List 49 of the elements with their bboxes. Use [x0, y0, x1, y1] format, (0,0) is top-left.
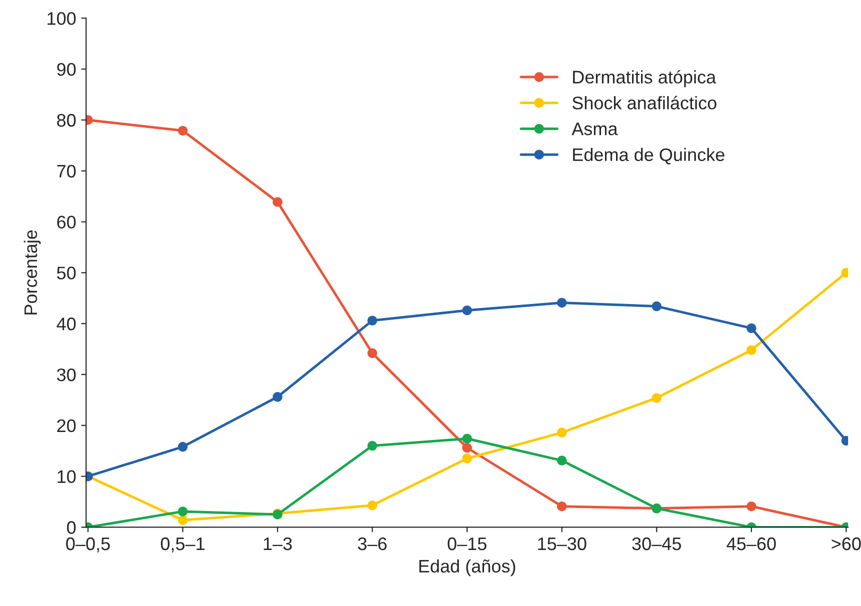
point: [178, 442, 188, 452]
point: [178, 506, 188, 516]
point: [367, 348, 378, 358]
x-tick-label: 15–30: [538, 537, 586, 550]
legend-label: Asma: [572, 122, 618, 136]
point: [557, 298, 567, 308]
y-tick-label: 20: [57, 419, 76, 432]
y-tick-label: 40: [56, 318, 76, 330]
y-tick-label: 60: [57, 216, 76, 229]
x-tick-label: 30–45: [632, 537, 681, 550]
point: [367, 500, 378, 510]
x-tick-label: 0,5–1: [160, 537, 204, 552]
point: [272, 392, 282, 402]
legend-label: Edema de Quincke: [573, 148, 724, 164]
y-tick-label: 30: [56, 368, 76, 382]
point: [178, 126, 188, 136]
legend-label: Dermatitis atópica: [573, 70, 716, 88]
point: [557, 428, 567, 438]
legend-label: Shock anafiláctico: [572, 96, 716, 110]
y-tick-label: 50: [57, 266, 76, 280]
x-axis-title: Edad (años): [419, 559, 516, 576]
y-tick-label: 0: [67, 521, 76, 534]
y-tick-label: 70: [57, 164, 76, 178]
x-tick-label: 0–15: [448, 537, 486, 550]
point: [462, 434, 472, 444]
point: [652, 301, 662, 312]
point: [746, 345, 756, 355]
point: [462, 454, 472, 464]
x-tick-label: >60: [832, 537, 861, 550]
point: [367, 440, 378, 451]
x-tick-label: 0–0,5: [66, 537, 110, 552]
point: [652, 393, 662, 403]
point: [462, 442, 472, 453]
point: [557, 501, 567, 512]
point: [557, 456, 567, 466]
point: [746, 323, 756, 334]
point: [462, 306, 472, 316]
point: [272, 197, 282, 207]
x-tick-label: 45–60: [726, 537, 776, 550]
x-tick-label: 1–3: [264, 537, 292, 550]
y-tick-label: 90: [57, 63, 76, 76]
y-tick-label: 80: [57, 114, 76, 127]
y-axis-title: Porcentaje: [24, 230, 41, 314]
x-tick-label: 3–6: [358, 537, 387, 550]
y-tick-label: 100: [48, 12, 76, 25]
point: [178, 515, 188, 525]
point: [367, 316, 378, 326]
y-tick-label: 10: [58, 470, 76, 484]
point: [746, 501, 756, 512]
